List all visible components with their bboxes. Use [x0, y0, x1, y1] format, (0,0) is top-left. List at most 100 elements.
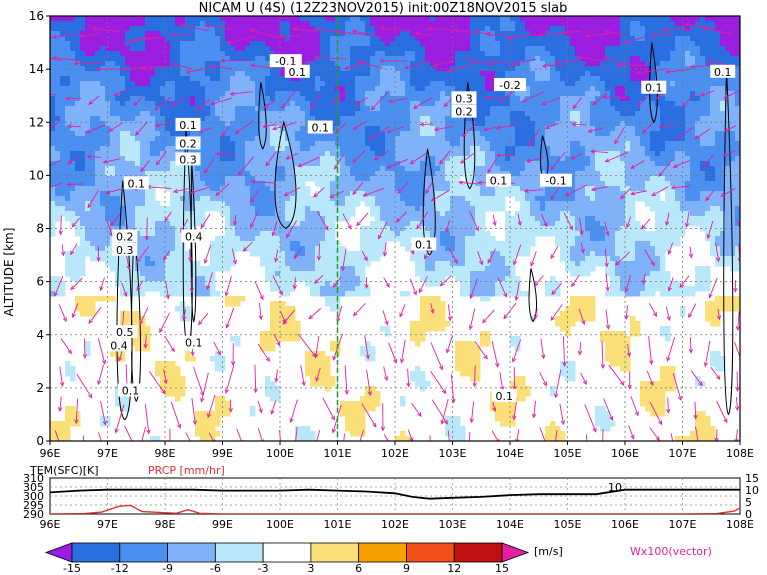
- wind-cell: [460, 246, 466, 252]
- wind-cell: [215, 196, 221, 202]
- wind-cell: [450, 231, 456, 237]
- wind-cell: [265, 221, 271, 227]
- wind-cell: [390, 56, 396, 62]
- wind-cell: [260, 216, 266, 222]
- wind-cell: [95, 216, 101, 222]
- wind-cell: [70, 131, 76, 137]
- wind-cell: [60, 186, 66, 192]
- wind-cell: [405, 186, 411, 192]
- wind-cell: [55, 16, 61, 22]
- wind-cell: [85, 131, 91, 137]
- wind-cell: [445, 46, 451, 52]
- wind-cell: [200, 121, 206, 127]
- wind-cell: [230, 126, 236, 132]
- wind-cell: [160, 31, 166, 37]
- wind-cell: [330, 236, 336, 242]
- wind-cell: [230, 301, 236, 307]
- wind-cell: [335, 251, 341, 257]
- wind-cell: [120, 176, 126, 182]
- wind-cell: [110, 191, 116, 197]
- wind-cell: [170, 171, 176, 177]
- wind-cell: [200, 201, 206, 207]
- wind-cell: [465, 151, 471, 157]
- wind-cell: [210, 176, 216, 182]
- wind-cell: [460, 346, 466, 352]
- wind-cell: [65, 271, 71, 277]
- wind-cell: [300, 196, 306, 202]
- wind-cell: [480, 216, 486, 222]
- wind-cell: [220, 206, 226, 212]
- wind-cell: [145, 166, 151, 172]
- wind-cell: [480, 266, 486, 272]
- wind-cell: [265, 196, 271, 202]
- wind-cell: [325, 181, 331, 187]
- wind-cell: [470, 131, 476, 137]
- wind-cell: [365, 386, 371, 392]
- wind-cell: [430, 146, 436, 152]
- wind-cell: [320, 106, 326, 112]
- wind-cell: [205, 131, 211, 137]
- wind-cell: [220, 181, 226, 187]
- wind-cell: [305, 256, 311, 262]
- wind-cell: [310, 231, 316, 237]
- wind-cell: [435, 191, 441, 197]
- wind-cell: [115, 96, 121, 102]
- wind-cell: [165, 46, 171, 52]
- wind-cell: [400, 431, 406, 437]
- wind-cell: [275, 51, 281, 57]
- wind-cell: [185, 61, 191, 67]
- wind-cell: [65, 61, 71, 67]
- wind-cell: [235, 21, 241, 27]
- wind-cell: [360, 31, 366, 37]
- wind-cell: [470, 136, 476, 142]
- wind-cell: [115, 16, 121, 22]
- wind-cell: [270, 46, 276, 52]
- wind-cell: [420, 256, 426, 262]
- wind-cell: [50, 151, 56, 157]
- wind-cell: [330, 211, 336, 217]
- wind-cell: [355, 161, 361, 167]
- wind-cell: [400, 291, 406, 297]
- wind-cell: [425, 51, 431, 57]
- wind-cell: [110, 56, 116, 62]
- wind-cell: [195, 111, 201, 117]
- wind-cell: [410, 66, 416, 72]
- wind-cell: [390, 96, 396, 102]
- wind-cell: [225, 116, 231, 122]
- wind-cell: [200, 46, 206, 52]
- wind-cell: [435, 166, 441, 172]
- wind-cell: [280, 26, 286, 32]
- wind-cell: [65, 251, 71, 257]
- wind-cell: [480, 196, 486, 202]
- wind-cell: [325, 141, 331, 147]
- wind-cell: [280, 221, 286, 227]
- wind-cell: [235, 206, 241, 212]
- wind-cell: [210, 26, 216, 32]
- wind-cell: [220, 76, 226, 82]
- wind-cell: [235, 161, 241, 167]
- wind-cell: [255, 121, 261, 127]
- wind-cell: [465, 361, 471, 367]
- wind-cell: [435, 156, 441, 162]
- wind-cell: [180, 201, 186, 207]
- wind-cell: [50, 111, 56, 117]
- wind-cell: [430, 86, 436, 92]
- wind-cell: [145, 56, 151, 62]
- wind-cell: [435, 36, 441, 42]
- wind-cell: [210, 56, 216, 62]
- wind-cell: [100, 296, 106, 302]
- wind-cell: [125, 146, 131, 152]
- wind-cell: [250, 206, 256, 212]
- wind-cell: [310, 46, 316, 52]
- wind-cell: [305, 21, 311, 27]
- wind-cell: [185, 26, 191, 32]
- wind-cell: [360, 111, 366, 117]
- wind-cell: [255, 186, 261, 192]
- wind-cell: [175, 86, 181, 92]
- wind-cell: [475, 231, 481, 237]
- wind-cell: [105, 16, 111, 22]
- wind-cell: [130, 126, 136, 132]
- wind-cell: [470, 161, 476, 167]
- wind-cell: [380, 106, 386, 112]
- wind-cell: [295, 106, 301, 112]
